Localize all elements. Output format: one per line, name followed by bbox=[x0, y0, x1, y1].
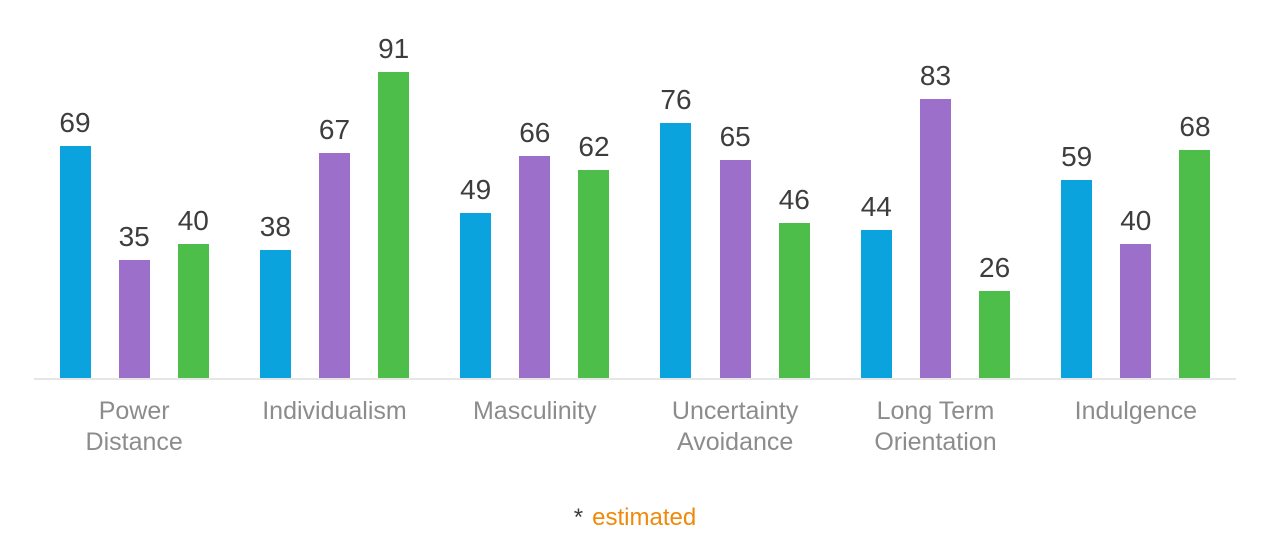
bar-purple bbox=[519, 156, 551, 378]
category-label: Individualism bbox=[234, 396, 434, 458]
bar-column: 46 bbox=[778, 184, 810, 378]
bar-value-label: 62 bbox=[578, 131, 610, 163]
bar-group: 44 83 26 bbox=[860, 60, 1011, 378]
bar-green bbox=[1179, 150, 1211, 378]
bar-group: 49 66 62 bbox=[460, 117, 610, 378]
bar-blue bbox=[259, 250, 291, 378]
bar-column: 91 bbox=[378, 33, 410, 378]
bar-value-label: 40 bbox=[177, 205, 209, 237]
bar-value-label: 67 bbox=[318, 114, 351, 146]
bar-purple bbox=[919, 99, 951, 378]
bar-green bbox=[578, 170, 610, 378]
bar-group: 76 65 46 bbox=[660, 84, 810, 378]
category-label-text: Masculinity bbox=[472, 397, 597, 425]
bar-group: 69 35 40 bbox=[59, 107, 209, 378]
bar-green bbox=[979, 291, 1011, 378]
bar-column: 59 bbox=[1061, 141, 1093, 378]
bar-blue bbox=[860, 230, 892, 378]
bar-column: 76 bbox=[660, 84, 692, 378]
bar-value-label: 35 bbox=[118, 221, 150, 253]
category-label: Indulgence bbox=[1036, 396, 1236, 458]
footnote-asterisk: * bbox=[573, 504, 584, 531]
bar-column: 65 bbox=[719, 121, 751, 378]
bar-blue bbox=[460, 213, 492, 378]
bar-purple bbox=[118, 260, 150, 378]
bar-blue bbox=[1061, 180, 1093, 378]
category-label: Long Term Orientation bbox=[835, 396, 1035, 458]
bar-column: 40 bbox=[177, 205, 209, 378]
category-label-text: Uncertainty Avoidance bbox=[671, 397, 799, 456]
bar-value-label: 68 bbox=[1179, 111, 1211, 143]
bar-column: 66 bbox=[519, 117, 551, 378]
bar-column: 62 bbox=[578, 131, 610, 378]
bar-value-label: 69 bbox=[59, 107, 91, 139]
bar-column: 26 bbox=[979, 252, 1011, 378]
bar-purple bbox=[318, 153, 350, 378]
category-label: Uncertainty Avoidance bbox=[635, 396, 835, 458]
bar-green bbox=[378, 72, 410, 378]
category-label-text: Long Term Orientation bbox=[874, 397, 997, 456]
bar-column: 67 bbox=[318, 114, 351, 378]
bar-value-label: 66 bbox=[519, 117, 551, 149]
bar-column: 40 bbox=[1120, 205, 1152, 378]
bar-blue bbox=[59, 146, 91, 378]
bar-value-label: 46 bbox=[778, 184, 810, 216]
bar-column: 49 bbox=[460, 174, 492, 378]
category-label: Masculinity bbox=[435, 396, 635, 458]
bar-green bbox=[778, 223, 810, 378]
bar-value-label: 83 bbox=[919, 60, 952, 92]
bar-column: 35 bbox=[118, 221, 150, 378]
footnote-text: estimated bbox=[592, 504, 697, 531]
bar-value-label: 49 bbox=[460, 174, 492, 206]
bar-blue bbox=[660, 123, 692, 378]
bar-value-label: 76 bbox=[660, 84, 692, 116]
bar-value-label: 40 bbox=[1120, 205, 1152, 237]
bar-purple bbox=[719, 160, 751, 378]
bar-green bbox=[177, 244, 209, 378]
bar-column: 83 bbox=[919, 60, 952, 378]
bar-value-label: 91 bbox=[378, 33, 410, 65]
footnote: * estimated bbox=[0, 504, 1270, 532]
category-label: Power Distance bbox=[34, 396, 234, 458]
category-axis: Power Distance Individualism Masculinity Un… bbox=[34, 396, 1236, 458]
bar-value-label: 65 bbox=[719, 121, 751, 153]
category-label-text: Individualism bbox=[262, 397, 407, 425]
bar-column: 69 bbox=[59, 107, 91, 378]
category-label-text: Indulgence bbox=[1074, 397, 1197, 425]
bar-value-label: 38 bbox=[259, 211, 291, 243]
bar-value-label: 44 bbox=[860, 191, 892, 223]
bar-value-label: 59 bbox=[1061, 141, 1093, 173]
category-label-text: Power Distance bbox=[85, 397, 183, 456]
bar-purple bbox=[1120, 244, 1152, 378]
plot-area: 69 35 40 38 67 91 49 66 62 76 65 46 44 83 26 59 40 68 bbox=[34, 0, 1236, 380]
bar-column: 68 bbox=[1179, 111, 1211, 378]
bar-column: 44 bbox=[860, 191, 892, 378]
bar-value-label: 26 bbox=[979, 252, 1011, 284]
bar-group: 38 67 91 bbox=[259, 33, 410, 378]
bar-group: 59 40 68 bbox=[1061, 111, 1211, 378]
bar-column: 38 bbox=[259, 211, 291, 378]
